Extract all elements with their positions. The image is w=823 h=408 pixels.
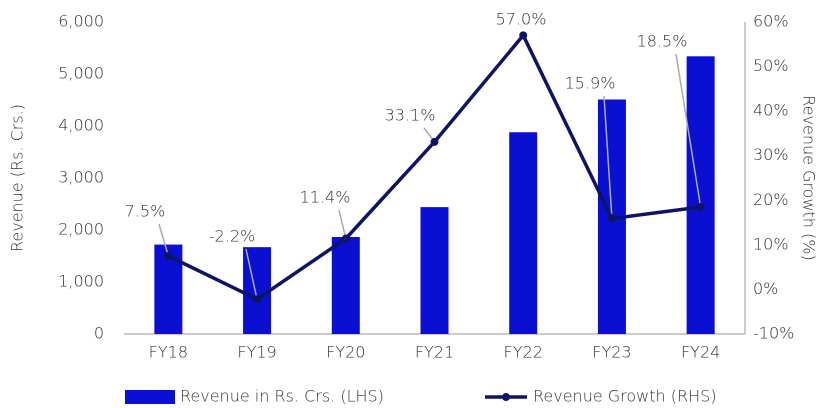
bar [420, 207, 449, 334]
y2-tick-label: 60% [753, 12, 789, 31]
data-label: 15.9% [565, 74, 616, 93]
x-tick-label: FY21 [415, 343, 454, 362]
data-label: -2.2% [209, 227, 255, 246]
y2-tick-label: -10% [753, 324, 794, 343]
leader-line [158, 223, 170, 257]
line-marker [430, 137, 439, 146]
x-tick-label: FY20 [326, 343, 365, 362]
data-label: 7.5% [125, 202, 166, 221]
data-label: 18.5% [637, 32, 688, 51]
leader-line [603, 95, 613, 219]
y-tick-label: 4,000 [58, 116, 104, 135]
y2-tick-label: 0% [753, 279, 778, 298]
leader-line [338, 209, 347, 239]
line-marker [519, 31, 528, 40]
data-label: 57.0% [496, 10, 547, 29]
y-tick-label: 1,000 [58, 272, 104, 291]
leader-line [245, 248, 258, 300]
y2-tick-label: 50% [753, 56, 789, 75]
y2-tick-label: 30% [753, 145, 789, 164]
y-tick-label: 2,000 [58, 220, 104, 239]
bar [243, 247, 272, 334]
data-label: 11.4% [300, 188, 351, 207]
legend-label: Revenue in Rs. Crs. (LHS) [180, 387, 384, 406]
bar [509, 132, 538, 334]
x-tick-label: FY19 [237, 343, 276, 362]
y-tick-label: 0 [94, 324, 104, 343]
legend-marker [502, 393, 510, 401]
y-tick-label: 5,000 [58, 64, 104, 83]
y-axis-title: Revenue (Rs. Crs.) [8, 104, 27, 252]
x-tick-label: FY22 [504, 343, 543, 362]
y2-tick-label: 20% [753, 190, 789, 209]
y-tick-label: 6,000 [58, 12, 104, 31]
leader-line [675, 53, 702, 208]
x-tick-label: FY23 [592, 343, 631, 362]
y2-tick-label: 40% [753, 101, 789, 120]
bar [331, 237, 360, 334]
x-tick-label: FY24 [681, 343, 720, 362]
line-marker [696, 202, 705, 211]
x-tick-label: FY18 [149, 343, 188, 362]
data-label: 33.1% [385, 106, 436, 125]
legend-label: Revenue Growth (RHS) [533, 387, 717, 406]
line-marker [253, 295, 262, 304]
line-marker [607, 214, 616, 223]
bar [686, 56, 715, 334]
y2-tick-label: 10% [753, 234, 789, 253]
line-marker [164, 252, 173, 260]
legend-swatch [125, 390, 175, 404]
y2-axis-title: Revenue Growth (%) [800, 95, 819, 260]
line-marker [341, 234, 350, 243]
y-tick-label: 3,000 [58, 168, 104, 187]
